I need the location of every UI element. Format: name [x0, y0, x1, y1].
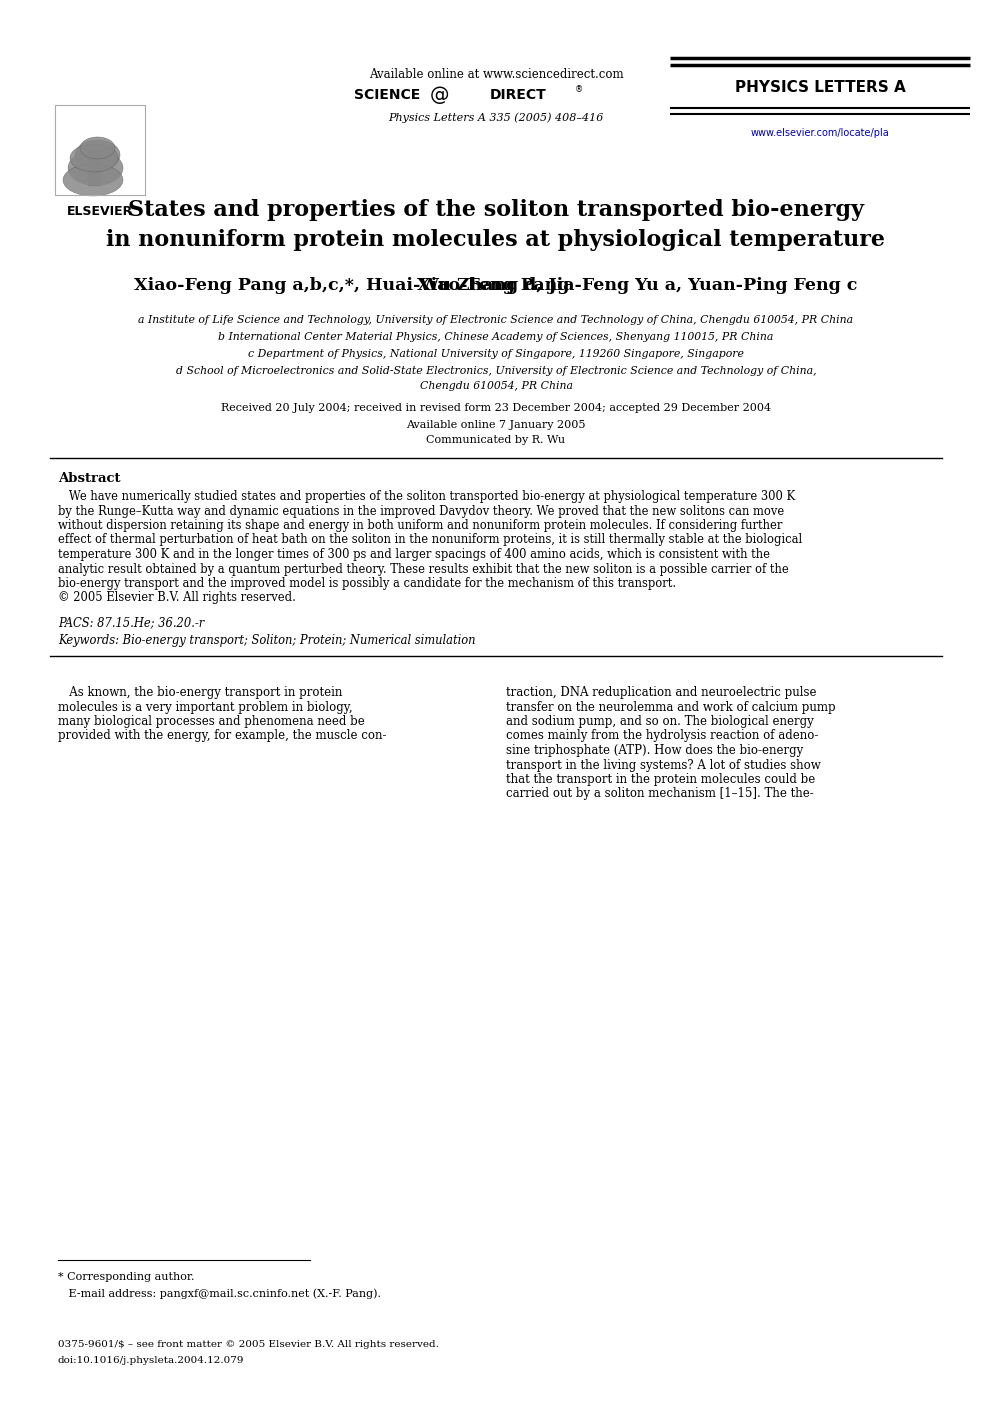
- Bar: [55, 105, 145, 195]
- Text: SCIENCE: SCIENCE: [354, 88, 420, 102]
- Text: Received 20 July 2004; received in revised form 23 December 2004; accepted 29 De: Received 20 July 2004; received in revis…: [221, 403, 771, 412]
- Text: Communicated by R. Wu: Communicated by R. Wu: [427, 435, 565, 445]
- Text: © 2005 Elsevier B.V. All rights reserved.: © 2005 Elsevier B.V. All rights reserved…: [58, 592, 296, 605]
- Text: We have numerically studied states and properties of the soliton transported bio: We have numerically studied states and p…: [58, 490, 796, 504]
- Text: Available online 7 January 2005: Available online 7 January 2005: [407, 419, 585, 429]
- Text: E-mail address: pangxf@mail.sc.cninfo.net (X.-F. Pang).: E-mail address: pangxf@mail.sc.cninfo.ne…: [58, 1288, 381, 1299]
- Ellipse shape: [80, 137, 115, 159]
- Text: temperature 300 K and in the longer times of 300 ps and larger spacings of 400 a: temperature 300 K and in the longer time…: [58, 549, 770, 561]
- Text: that the transport in the protein molecules could be: that the transport in the protein molecu…: [506, 773, 815, 786]
- Text: ELSEVIER: ELSEVIER: [66, 205, 133, 217]
- Text: ®: ®: [575, 86, 583, 94]
- Text: transport in the living systems? A lot of studies show: transport in the living systems? A lot o…: [506, 759, 820, 772]
- Text: Abstract: Abstract: [58, 471, 120, 485]
- Text: www.elsevier.com/locate/pla: www.elsevier.com/locate/pla: [751, 128, 890, 137]
- Text: bio-energy transport and the improved model is possibly a candidate for the mech: bio-energy transport and the improved mo…: [58, 577, 677, 591]
- Text: many biological processes and phenomena need be: many biological processes and phenomena …: [58, 716, 365, 728]
- Text: transfer on the neurolemma and work of calcium pump: transfer on the neurolemma and work of c…: [506, 700, 835, 714]
- Text: c Department of Physics, National University of Singapore, 119260 Singapore, Sin: c Department of Physics, National Univer…: [248, 349, 744, 359]
- Text: carried out by a soliton mechanism [1–15]. The the-: carried out by a soliton mechanism [1–15…: [506, 787, 813, 801]
- Text: As known, the bio-energy transport in protein: As known, the bio-energy transport in pr…: [58, 686, 342, 699]
- Text: a Institute of Life Science and Technology, University of Electronic Science and: a Institute of Life Science and Technolo…: [139, 316, 853, 325]
- Text: molecules is a very important problem in biology,: molecules is a very important problem in…: [58, 700, 352, 714]
- Text: PHYSICS LETTERS A: PHYSICS LETTERS A: [735, 80, 906, 95]
- Ellipse shape: [63, 164, 123, 196]
- Text: without dispersion retaining its shape and energy in both uniform and nonuniform: without dispersion retaining its shape a…: [58, 519, 783, 532]
- Text: sine triphosphate (ATP). How does the bio-energy: sine triphosphate (ATP). How does the bi…: [506, 744, 804, 758]
- Text: doi:10.1016/j.physleta.2004.12.079: doi:10.1016/j.physleta.2004.12.079: [58, 1357, 244, 1365]
- Ellipse shape: [68, 150, 123, 185]
- Text: PACS: 87.15.He; 36.20.-r: PACS: 87.15.He; 36.20.-r: [58, 616, 204, 629]
- Text: Keywords: Bio-energy transport; Soliton; Protein; Numerical simulation: Keywords: Bio-energy transport; Soliton;…: [58, 634, 475, 647]
- Text: * Corresponding author.: * Corresponding author.: [58, 1273, 194, 1282]
- Text: States and properties of the soliton transported bio-energy: States and properties of the soliton tra…: [128, 199, 864, 222]
- Ellipse shape: [75, 140, 120, 170]
- Text: @: @: [430, 86, 449, 104]
- Ellipse shape: [70, 145, 118, 173]
- Text: provided with the energy, for example, the muscle con-: provided with the energy, for example, t…: [58, 730, 387, 742]
- Text: 0375-9601/$ – see front matter © 2005 Elsevier B.V. All rights reserved.: 0375-9601/$ – see front matter © 2005 El…: [58, 1340, 438, 1350]
- Text: Xiao-Feng Pang: Xiao-Feng Pang: [417, 276, 575, 293]
- Text: by the Runge–Kutta way and dynamic equations in the improved Davydov theory. We : by the Runge–Kutta way and dynamic equat…: [58, 505, 785, 518]
- Text: Physics Letters A 335 (2005) 408–416: Physics Letters A 335 (2005) 408–416: [388, 112, 604, 123]
- Text: Chengdu 610054, PR China: Chengdu 610054, PR China: [420, 382, 572, 391]
- Text: effect of thermal perturbation of heat bath on the soliton in the nonuniform pro: effect of thermal perturbation of heat b…: [58, 533, 803, 547]
- Text: comes mainly from the hydrolysis reaction of adeno-: comes mainly from the hydrolysis reactio…: [506, 730, 818, 742]
- Text: and sodium pump, and so on. The biological energy: and sodium pump, and so on. The biologic…: [506, 716, 813, 728]
- Text: b International Center Material Physics, Chinese Academy of Sciences, Shenyang 1: b International Center Material Physics,…: [218, 333, 774, 342]
- Text: analytic result obtained by a quantum perturbed theory. These results exhibit th: analytic result obtained by a quantum pe…: [58, 563, 789, 575]
- Bar: [88, 150, 100, 185]
- Text: traction, DNA reduplication and neuroelectric pulse: traction, DNA reduplication and neuroele…: [506, 686, 816, 699]
- Text: d School of Microelectronics and Solid-State Electronics, University of Electron: d School of Microelectronics and Solid-S…: [176, 366, 816, 376]
- Text: Available online at www.sciencedirect.com: Available online at www.sciencedirect.co…: [369, 69, 623, 81]
- Text: DIRECT: DIRECT: [490, 88, 547, 102]
- Text: Xiao-Feng Pang a,b,c,*, Huai-Wu Zhang d, Jia-Feng Yu a, Yuan-Ping Feng c: Xiao-Feng Pang a,b,c,*, Huai-Wu Zhang d,…: [134, 276, 858, 293]
- Text: in nonuniform protein molecules at physiological temperature: in nonuniform protein molecules at physi…: [106, 229, 886, 251]
